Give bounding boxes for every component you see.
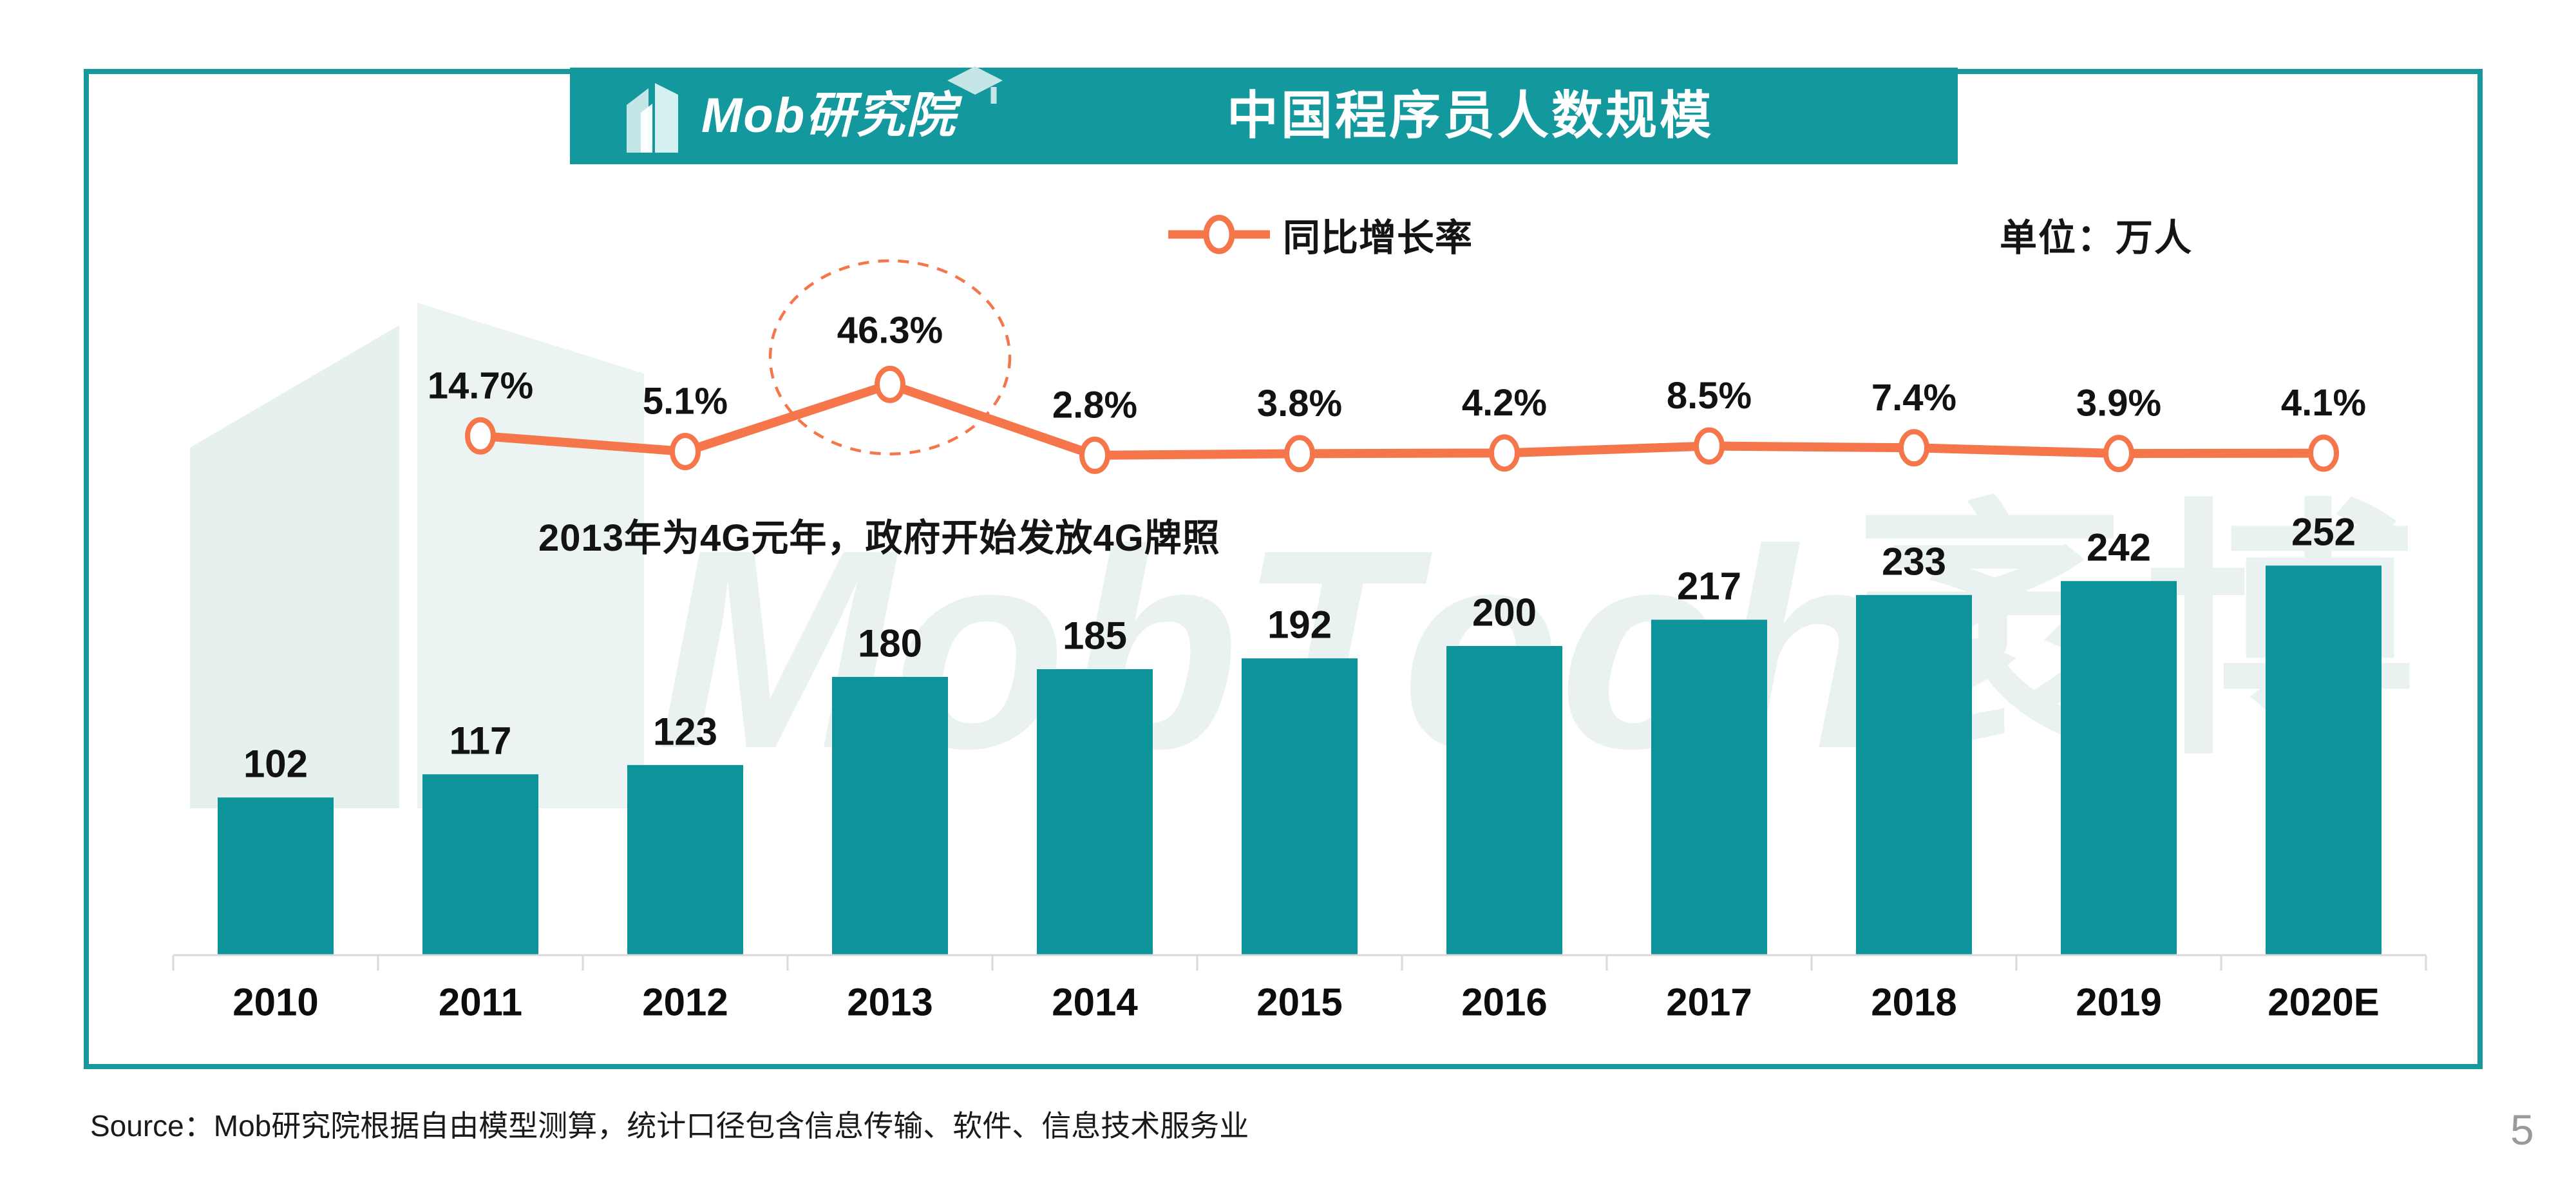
page-number: 5	[2510, 1106, 2534, 1154]
legend-line-marker-icon	[1168, 214, 1270, 254]
graduation-cap-icon	[947, 66, 1003, 104]
legend-label: 同比增长率	[1283, 217, 1473, 259]
source-note: Source：Mob研究院根据自由模型测算，统计口径包含信息传输、软件、信息技术…	[90, 1109, 1249, 1143]
unit-label: 单位：万人	[2000, 217, 2193, 259]
legend: 同比增长率	[1164, 207, 1473, 261]
logo-text: Mob研究院	[701, 88, 957, 143]
header-banner: Mob研究院 中国程序员人数规模	[570, 66, 1958, 164]
mob-logo: Mob研究院	[615, 66, 1027, 164]
chart-title: 中国程序员人数规模	[1227, 87, 1714, 144]
annotation-note: 2013年为4G元年，政府开始发放4G牌照	[538, 517, 1220, 559]
building-icon	[627, 83, 678, 153]
